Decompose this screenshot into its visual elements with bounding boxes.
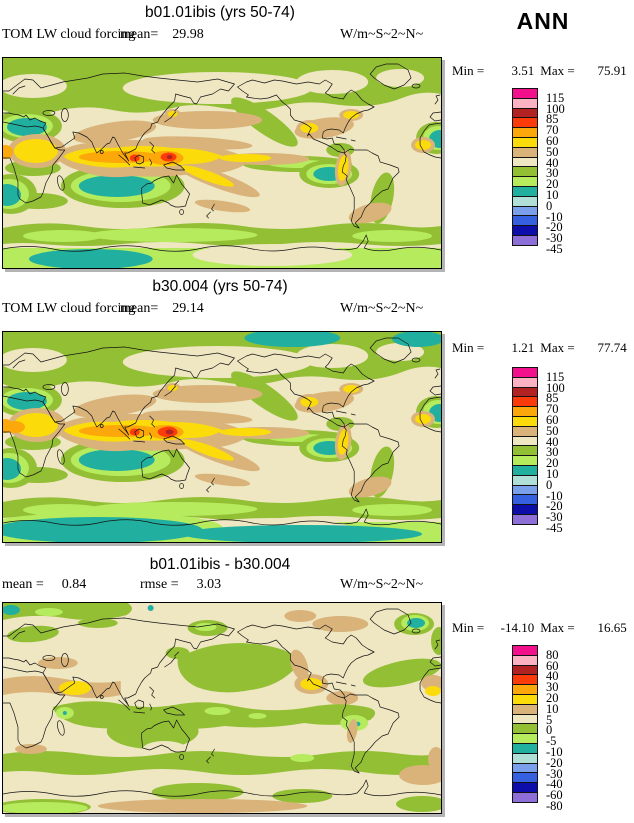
- panel3-title: b01.01ibis - b30.004: [149, 556, 291, 573]
- panel2-map-svg: [3, 332, 441, 542]
- colorbar-tick-label: 115: [546, 90, 565, 105]
- panel1-variable-label: TOM LW cloud forcing: [2, 27, 136, 42]
- panel3-colorbar: 80 60 40 30 20 10 5 0 -5 -10 -20 -30 -40 -60 -80: [512, 645, 592, 813]
- panel3-minmax: Min = -14.10 Max = 16.65: [452, 620, 634, 636]
- panel3-rmse-label: rmse =: [140, 577, 179, 592]
- colorbar-tick-label: -10: [546, 209, 563, 224]
- colorbar-tick-label: -20: [546, 499, 563, 514]
- panel3-max-label: Max =: [540, 620, 575, 635]
- panel2-title: b30.004 (yrs 50-74): [152, 278, 288, 295]
- panel1-map: [2, 57, 442, 269]
- panel2-max-value: 77.74: [597, 340, 627, 355]
- colorbar-tick-label: 20: [546, 456, 559, 471]
- panel1-stats-row: TOM LW cloud forcing mean= 29.98 W/m~S~2…: [0, 27, 440, 45]
- panel3-mean-label: mean =: [2, 577, 44, 592]
- panel2-colorbar: 115 100 85 70 60 50 40 30 20 10 0 -10 -20 -30 -45: [512, 367, 592, 535]
- colorbar-tick-label: 60: [546, 413, 559, 427]
- panel1-min-value: 3.51: [511, 63, 535, 78]
- colorbar-tick-label: -5: [546, 734, 557, 749]
- panel3-stats-row: mean = 0.84 rmse = 3.03 W/m~S~2~N~: [0, 577, 440, 595]
- panel2-field-extras: [3, 332, 441, 542]
- colorbar-tick-label: -30: [546, 766, 563, 781]
- colorbar-tick-label: 85: [546, 112, 559, 127]
- panel1-max-label: Max =: [540, 63, 575, 78]
- colorbar-tick-label: 40: [546, 434, 559, 449]
- panel2-mean-label: mean=: [120, 301, 159, 316]
- colorbar-tick-label: 10: [546, 467, 559, 481]
- panel2-mean-value: 29.14: [172, 301, 204, 316]
- panel1-mean-value: 29.98: [172, 27, 204, 42]
- panel1-map-svg: [3, 58, 441, 268]
- panel3-map-svg: [3, 603, 441, 813]
- colorbar-tick-label: 10: [546, 701, 559, 716]
- colorbar-tick-label: 50: [546, 423, 559, 438]
- panel1-max-value: 75.91: [597, 63, 627, 78]
- colorbar-tick-label: -45: [546, 242, 563, 256]
- panel1-units: W/m~S~2~N~: [340, 27, 424, 42]
- colorbar-tick-label: 0: [546, 198, 553, 213]
- colorbar-tick-label: -20: [546, 755, 563, 770]
- colorbar-tick-label: 60: [546, 134, 559, 148]
- panel1-minmax: Min = 3.51 Max = 75.91: [452, 63, 634, 79]
- panel2-variable-label: TOM LW cloud forcing: [2, 301, 136, 316]
- colorbar-tick-label: -60: [546, 788, 563, 803]
- panel2-units: W/m~S~2~N~: [340, 301, 424, 316]
- colorbar-tick-label: 80: [546, 647, 559, 662]
- colorbar-box: [512, 513, 538, 525]
- colorbar-tick-label: -45: [546, 521, 563, 535]
- colorbar-tick-label: -80: [546, 799, 563, 813]
- colorbar-tick-label: 20: [546, 177, 559, 192]
- colorbar-tick-label: 70: [546, 402, 559, 417]
- colorbar-tick-label: 30: [546, 445, 559, 460]
- colorbar-tick-label: 10: [546, 188, 559, 202]
- colorbar-tick-label: 60: [546, 658, 559, 673]
- panel2-minmax: Min = 1.21 Max = 77.74: [452, 340, 634, 356]
- colorbar-box: [512, 234, 538, 246]
- panel3-min-value: -14.10: [500, 620, 535, 635]
- panel2-map: [2, 331, 442, 543]
- colorbar-tick-label: 100: [546, 380, 565, 395]
- colorbar-tick-label: -10: [546, 488, 563, 503]
- colorbar-tick-label: 5: [546, 712, 553, 727]
- panel3-map: [2, 602, 442, 814]
- colorbar-tick-label: 0: [546, 723, 553, 738]
- panel3-max-value: 16.65: [597, 620, 627, 635]
- colorbar-tick-label: 100: [546, 101, 565, 116]
- panel2-max-label: Max =: [540, 340, 575, 355]
- colorbar-tick-label: 85: [546, 391, 559, 406]
- panel1-mean-label: mean=: [120, 27, 159, 42]
- colorbar-tick-label: 115: [546, 369, 565, 384]
- colorbar-box: [512, 791, 538, 803]
- colorbar-tick-label: -40: [546, 777, 563, 792]
- colorbar-tick-label: 40: [546, 669, 559, 684]
- colorbar-tick-label: 0: [546, 477, 553, 492]
- season-label: ANN: [516, 8, 570, 34]
- colorbar-tick-label: 40: [546, 155, 559, 170]
- difference-field: [3, 603, 441, 813]
- panel3-min-label: Min =: [452, 620, 485, 635]
- colorbar-tick-label: 50: [546, 144, 559, 159]
- colorbar-tick-label: -20: [546, 220, 563, 235]
- colorbar-tick-label: 30: [546, 166, 559, 181]
- colorbar-tick-label: -30: [546, 231, 563, 246]
- panel3-rmse-value: 3.03: [196, 577, 222, 592]
- colorbar-tick-label: -30: [546, 510, 563, 525]
- panel1-colorbar: 115 100 85 70 60 50 40 30 20 10 0 -10 -20 -30 -45: [512, 88, 592, 256]
- colorbar-tick-label: 70: [546, 123, 559, 138]
- panel2-stats-row: TOM LW cloud forcing mean= 29.14 W/m~S~2…: [0, 301, 440, 319]
- panel2-min-label: Min =: [452, 340, 485, 355]
- colorbar-tick-label: -10: [546, 745, 563, 759]
- panel1-min-label: Min =: [452, 63, 485, 78]
- panel3-mean-value: 0.84: [61, 577, 87, 592]
- panel2-min-value: 1.21: [511, 340, 535, 355]
- panel3-units: W/m~S~2~N~: [340, 577, 424, 592]
- colorbar-tick-label: 30: [546, 680, 559, 695]
- panel1-title: b01.01ibis (yrs 50-74): [145, 4, 295, 21]
- colorbar-tick-label: 20: [546, 691, 559, 705]
